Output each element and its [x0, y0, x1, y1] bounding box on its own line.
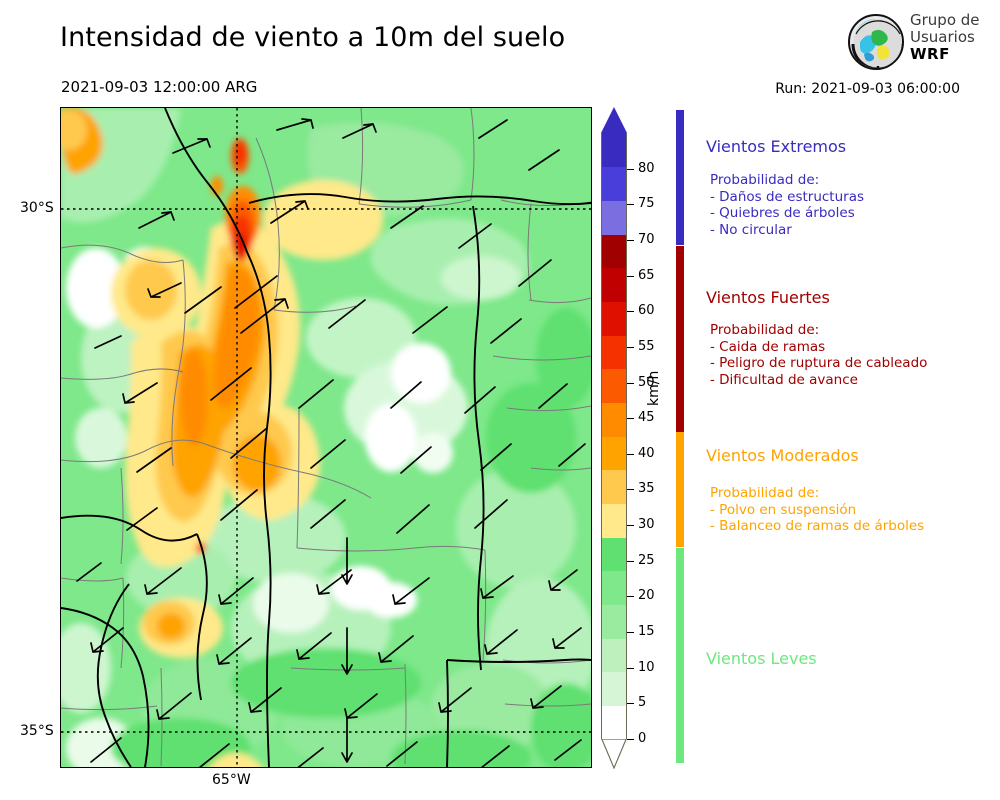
colorbar-tick-label: 10 [638, 659, 655, 675]
wrf-logo: Grupo de Usuarios WRF [848, 12, 998, 74]
colorbar-tick-label: 45 [638, 410, 655, 426]
colorbar-band [601, 537, 627, 572]
legend-color-bar-fuertes [676, 246, 684, 432]
colorbar-tick [627, 168, 634, 170]
legend-body-moderados: Probabilidad de: - Polvo en suspensión -… [710, 485, 925, 535]
lon-label-65w: 65°W [212, 772, 251, 788]
colorbar-tick [627, 703, 634, 705]
colorbar-band [601, 335, 627, 370]
colorbar-top-arrow [601, 107, 627, 133]
colorbar-tick [627, 667, 634, 669]
legend-color-bar-moderados [676, 432, 684, 547]
logo-text: Grupo de Usuarios WRF [910, 12, 980, 63]
colorbar-tick [627, 311, 634, 313]
colorbar-tick-label: 65 [638, 267, 655, 283]
colorbar-tick [627, 204, 634, 206]
legend-color-bar-extremos [676, 110, 684, 245]
legend-heading-moderados: Vientos Moderados [706, 446, 859, 465]
colorbar-tick-label: 70 [638, 231, 655, 247]
legend-body-extremos: Probabilidad de: - Daños de estructuras … [710, 172, 865, 238]
logo-line-1: Grupo de [910, 11, 980, 29]
logo-line-2: Usuarios [910, 28, 975, 46]
colorbar-tick-label: 60 [638, 303, 655, 319]
colorbar-tick [627, 275, 634, 277]
colorbar-tick-label: 20 [638, 588, 655, 604]
colorbar-tick-label: 75 [638, 196, 655, 212]
colorbar-tick [627, 632, 634, 634]
colorbar-band [601, 166, 627, 201]
globe-icon [848, 14, 904, 70]
colorbar-tick [627, 346, 634, 348]
colorbar-tick-label: 15 [638, 624, 655, 640]
colorbar-axis-title: km/h [646, 370, 662, 406]
colorbar-tick-label: 5 [638, 695, 647, 711]
colorbar-band [601, 133, 627, 168]
lat-label-30s: 30°S [20, 200, 54, 216]
lat-label-35s: 35°S [20, 723, 54, 739]
legend-color-bar-leves [676, 548, 684, 763]
colorbar-band [601, 402, 627, 437]
colorbar: 0 5 10 15 20 25 30 35 40 45 50 55 60 65 70 75 80 [601, 107, 655, 769]
colorbar-tick-label: 25 [638, 552, 655, 568]
colorbar-bottom-arrow [601, 739, 627, 769]
colorbar-tick-label: 35 [638, 481, 655, 497]
colorbar-tick [627, 239, 634, 241]
legend-heading-fuertes: Vientos Fuertes [706, 288, 830, 307]
colorbar-tick-label: 80 [638, 160, 655, 176]
colorbar-tick-label: 0 [638, 731, 647, 746]
colorbar-tick-label: 40 [638, 445, 655, 461]
colorbar-tick-label: 50 [638, 374, 655, 390]
colorbar-band [601, 301, 627, 336]
colorbar-tick [627, 739, 634, 740]
colorbar-band [601, 436, 627, 471]
colorbar-tick [627, 525, 634, 527]
colorbar-band [601, 200, 627, 235]
colorbar-band [601, 267, 627, 302]
colorbar-band [601, 604, 627, 639]
colorbar-outline [601, 133, 627, 739]
colorbar-tick [627, 596, 634, 598]
legend-body-fuertes: Probabilidad de: - Caida de ramas - Peli… [710, 322, 928, 388]
colorbar-tick [627, 382, 634, 384]
colorbar-band [601, 638, 627, 673]
colorbar-band [601, 368, 627, 403]
legend-heading-extremos: Vientos Extremos [706, 137, 847, 156]
valid-time-label: 2021-09-03 12:00:00 ARG [61, 78, 258, 96]
colorbar-tick-label: 55 [638, 338, 655, 354]
logo-line-3: WRF [910, 45, 950, 63]
colorbar-band [601, 705, 627, 740]
colorbar-tick [627, 418, 634, 420]
colorbar-band [601, 570, 627, 605]
page-title: Intensidad de viento a 10m del suelo [60, 22, 566, 53]
colorbar-tick-label: 30 [638, 517, 655, 533]
colorbar-tick [627, 453, 634, 455]
wind-intensity-map[interactable] [60, 107, 592, 768]
colorbar-band [601, 503, 627, 538]
colorbar-tick [627, 560, 634, 562]
colorbar-tick [627, 489, 634, 491]
colorbar-band [601, 671, 627, 706]
colorbar-band [601, 234, 627, 269]
colorbar-band [601, 469, 627, 504]
run-time-label: Run: 2021-09-03 06:00:00 [775, 81, 960, 97]
legend-heading-leves: Vientos Leves [706, 649, 817, 668]
